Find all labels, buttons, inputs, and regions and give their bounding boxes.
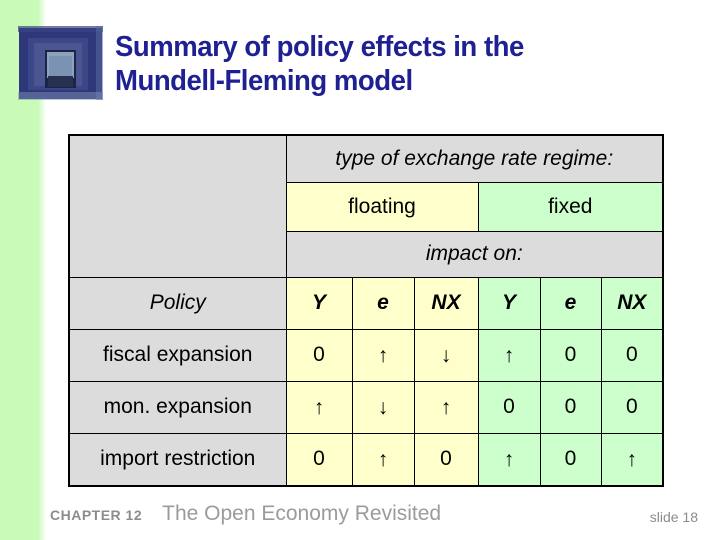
textbook-logo-icon <box>18 26 103 100</box>
up-arrow-icon: ↑ <box>413 380 479 434</box>
page-title-line2: Mundell-Fleming model <box>115 65 413 97</box>
regime-header-cell: type of exchange rate regime: <box>285 134 664 183</box>
column-header-NX-floating: NX <box>413 276 479 330</box>
column-header-e-floating: e <box>351 276 415 330</box>
cell-value: 0 <box>539 328 602 382</box>
cell-value: 0 <box>539 432 602 487</box>
up-arrow-icon: ↑ <box>285 380 353 434</box>
footer: CHAPTER 12 The Open Economy Revisited <box>50 502 441 526</box>
column-header-Y-fixed: Y <box>477 276 541 330</box>
cell-value: 0 <box>477 380 541 434</box>
chapter-label: CHAPTER 12 <box>50 507 143 523</box>
down-arrow-icon: ↓ <box>351 380 415 434</box>
page-title: Summary of policy effects in the Mundell… <box>115 30 666 98</box>
floating-regime-cell: floating <box>285 181 479 232</box>
cell-value: 0 <box>285 432 353 487</box>
column-header-NX-fixed: NX <box>600 276 664 330</box>
table-row-import-restriction: import restriction 0 ↑ 0 ↑ 0 ↑ <box>68 432 664 487</box>
cell-value: 0 <box>600 380 664 434</box>
cell-value: 0 <box>600 328 664 382</box>
policy-header-cell: Policy <box>68 276 287 330</box>
column-header-e-fixed: e <box>539 276 602 330</box>
column-header-Y-floating: Y <box>285 276 353 330</box>
cell-value: 0 <box>413 432 479 487</box>
cell-value: 0 <box>539 380 602 434</box>
table-row-fiscal-expansion: fiscal expansion 0 ↑ ↓ ↑ 0 0 <box>68 328 664 382</box>
table-corner-cell <box>68 134 287 278</box>
page-title-line1: Summary of policy effects in the <box>115 31 524 63</box>
cell-value: 0 <box>285 328 353 382</box>
up-arrow-icon: ↑ <box>600 432 664 487</box>
up-arrow-icon: ↑ <box>477 432 541 487</box>
up-arrow-icon: ↑ <box>351 328 415 382</box>
policy-label: import restriction <box>68 432 287 487</box>
policy-label: fiscal expansion <box>68 328 287 382</box>
course-title: The Open Economy Revisited <box>162 502 442 525</box>
down-arrow-icon: ↓ <box>413 328 479 382</box>
table-row-monetary-expansion: mon. expansion ↑ ↓ ↑ 0 0 0 <box>68 380 664 434</box>
up-arrow-icon: ↑ <box>477 328 541 382</box>
impact-header-cell: impact on: <box>285 230 664 278</box>
policy-label: mon. expansion <box>68 380 287 434</box>
policy-effects-table: type of exchange rate regime: floating f… <box>68 134 665 487</box>
slide-number: slide 18 <box>649 509 698 525</box>
fixed-regime-cell: fixed <box>477 181 664 232</box>
up-arrow-icon: ↑ <box>351 432 415 487</box>
